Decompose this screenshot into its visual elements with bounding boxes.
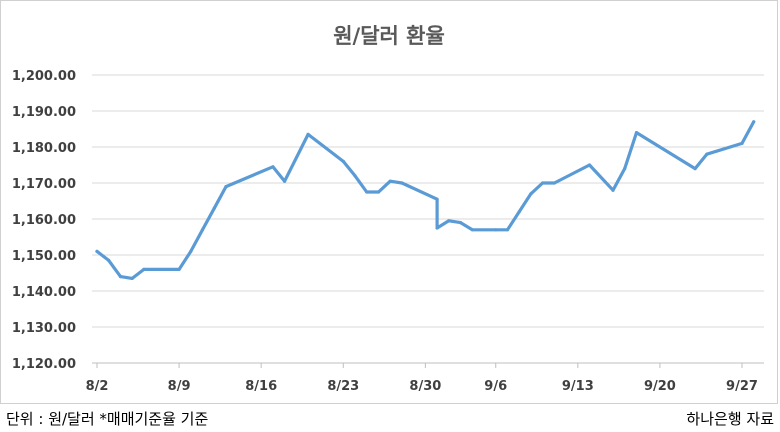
y-tick-label: 1,170.00 <box>12 177 76 192</box>
data-point <box>693 167 697 171</box>
y-tick-label: 1,140.00 <box>12 285 76 300</box>
data-point <box>400 181 404 185</box>
chart-title: 원/달러 환율 <box>333 24 445 48</box>
data-point <box>95 249 99 253</box>
data-point <box>142 267 146 271</box>
data-point <box>623 167 627 171</box>
data-point <box>552 181 557 185</box>
y-tick-label: 1,200.00 <box>12 69 76 84</box>
data-point <box>587 163 592 167</box>
x-tick-label: 8/2 <box>86 379 109 394</box>
x-tick-label: 9/6 <box>484 379 507 394</box>
data-point <box>365 190 369 194</box>
footer-source: 하나은행 자료 <box>686 410 774 428</box>
exchange-rate-chart: 원/달러 환율 1,120.00 1,130.00 1,140.00 1,150.00… <box>12 24 764 394</box>
y-tick-label: 1,120.00 <box>12 357 76 372</box>
series-line <box>95 120 756 280</box>
x-tick-label: 8/9 <box>168 379 191 394</box>
data-point <box>470 228 474 232</box>
data-point <box>505 228 510 232</box>
x-tick-label: 8/30 <box>409 379 441 394</box>
data-point <box>118 275 123 279</box>
data-point <box>212 206 216 210</box>
data-point <box>435 197 439 201</box>
x-tick-label: 8/23 <box>327 379 359 394</box>
data-point <box>376 190 381 194</box>
data-point <box>177 267 181 271</box>
y-tick-label: 1,130.00 <box>12 321 76 336</box>
data-point <box>705 152 709 156</box>
y-tick-labels: 1,120.00 1,130.00 1,140.00 1,150.00 1,160.00… <box>12 69 76 372</box>
x-tick-label: 8/16 <box>245 379 277 394</box>
data-point <box>529 192 533 196</box>
y-tick-label: 1,190.00 <box>12 105 76 120</box>
data-point <box>353 174 357 178</box>
y-tick-label: 1,150.00 <box>12 249 76 264</box>
data-point <box>458 221 463 225</box>
data-point <box>611 188 615 192</box>
y-tick-label: 1,160.00 <box>12 213 76 228</box>
chart-frame <box>0 0 778 404</box>
footer-unit-note: 단위 : 원/달러 *매매기준율 기준 <box>6 410 209 428</box>
data-point <box>306 132 310 136</box>
data-point <box>634 131 639 135</box>
y-tick-label: 1,180.00 <box>12 141 76 156</box>
data-point <box>388 179 392 183</box>
grid-layer <box>92 74 764 368</box>
data-point <box>224 185 228 189</box>
x-tick-label: 9/13 <box>562 379 594 394</box>
data-point <box>283 179 287 183</box>
data-point <box>189 249 193 253</box>
data-point <box>494 228 498 232</box>
data-point <box>447 219 451 223</box>
series-layer <box>95 120 756 280</box>
x-tick-labels: 8/2 8/9 8/16 8/23 8/30 9/6 9/13 9/20 9/27 <box>86 379 758 394</box>
data-point <box>107 258 111 262</box>
x-tick-label: 9/20 <box>644 379 676 394</box>
data-point <box>200 228 205 232</box>
data-point <box>341 159 345 163</box>
data-point <box>517 210 521 214</box>
data-point <box>752 120 756 124</box>
x-tick-label: 9/27 <box>726 379 758 394</box>
data-point <box>435 226 439 230</box>
data-point <box>740 141 744 145</box>
data-point <box>130 276 134 280</box>
data-point <box>541 181 545 185</box>
data-point <box>271 165 275 169</box>
